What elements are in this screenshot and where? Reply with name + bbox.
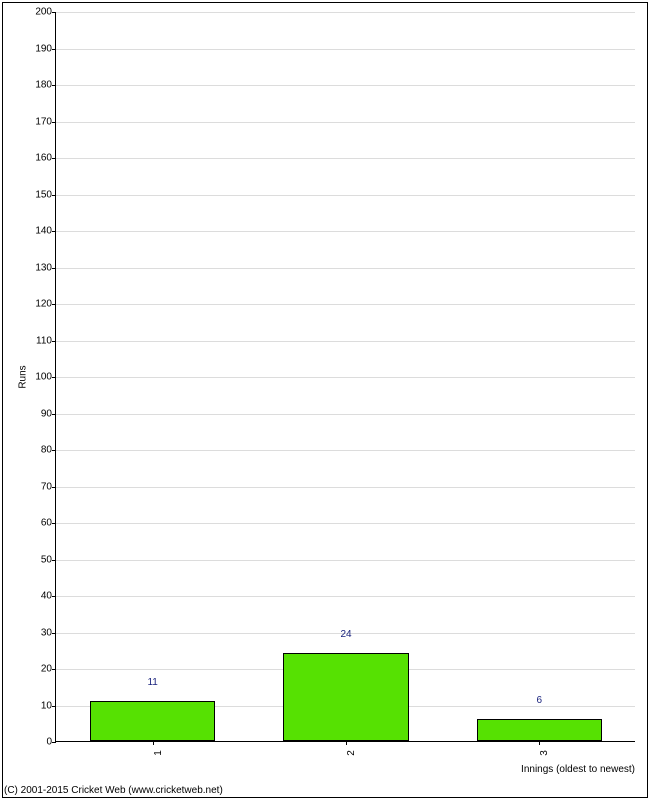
y-gridline bbox=[56, 596, 635, 597]
y-tick-label: 100 bbox=[35, 372, 56, 383]
bar-value-label: 6 bbox=[537, 695, 543, 706]
y-tick-label: 30 bbox=[41, 627, 56, 638]
bar-value-label: 11 bbox=[147, 677, 157, 688]
x-axis-label: Innings (oldest to newest) bbox=[521, 764, 635, 775]
y-tick-label: 190 bbox=[35, 43, 56, 54]
y-tick-label: 80 bbox=[41, 445, 56, 456]
y-gridline bbox=[56, 523, 635, 524]
x-tick-label: 1 bbox=[153, 750, 164, 756]
y-gridline bbox=[56, 304, 635, 305]
y-gridline bbox=[56, 122, 635, 123]
copyright-text: (C) 2001-2015 Cricket Web (www.cricketwe… bbox=[4, 785, 223, 796]
y-tick-label: 110 bbox=[36, 335, 56, 346]
y-gridline bbox=[56, 341, 635, 342]
y-gridline bbox=[56, 414, 635, 415]
x-tick-mark bbox=[153, 741, 154, 745]
y-gridline bbox=[56, 195, 635, 196]
x-tick-mark bbox=[539, 741, 540, 745]
y-tick-label: 0 bbox=[46, 737, 56, 748]
y-tick-label: 40 bbox=[41, 591, 56, 602]
y-gridline bbox=[56, 377, 635, 378]
y-tick-label: 150 bbox=[35, 189, 56, 200]
y-gridline bbox=[56, 12, 635, 13]
bar-value-label: 24 bbox=[340, 629, 351, 640]
y-axis-label: Runs bbox=[18, 365, 29, 388]
y-tick-label: 200 bbox=[35, 7, 56, 18]
y-tick-label: 60 bbox=[41, 518, 56, 529]
y-tick-label: 90 bbox=[41, 408, 56, 419]
y-gridline bbox=[56, 231, 635, 232]
y-tick-label: 130 bbox=[35, 262, 56, 273]
y-gridline bbox=[56, 49, 635, 50]
plot-area: 0102030405060708090100110120130140150160… bbox=[55, 12, 635, 742]
bar bbox=[90, 701, 216, 741]
x-tick-label: 3 bbox=[539, 750, 550, 756]
y-tick-label: 20 bbox=[41, 664, 56, 675]
y-gridline bbox=[56, 85, 635, 86]
y-tick-label: 10 bbox=[41, 700, 56, 711]
y-gridline bbox=[56, 560, 635, 561]
x-tick-mark bbox=[346, 741, 347, 745]
y-gridline bbox=[56, 450, 635, 451]
chart-container: 0 10 20 30 40 50 60 70 80 90 100 110 120 130 140 150 160… bbox=[0, 0, 650, 800]
bar bbox=[283, 653, 409, 741]
y-tick-label: 120 bbox=[35, 299, 56, 310]
y-gridline bbox=[56, 158, 635, 159]
y-gridline bbox=[56, 268, 635, 269]
y-tick-label: 70 bbox=[41, 481, 56, 492]
y-tick-label: 180 bbox=[35, 80, 56, 91]
bar bbox=[477, 719, 603, 741]
y-gridline bbox=[56, 487, 635, 488]
x-tick-label: 2 bbox=[346, 750, 357, 756]
y-tick-label: 170 bbox=[35, 116, 56, 127]
y-tick-label: 160 bbox=[35, 153, 56, 164]
y-tick-label: 50 bbox=[41, 554, 56, 565]
y-tick-label: 140 bbox=[35, 226, 56, 237]
